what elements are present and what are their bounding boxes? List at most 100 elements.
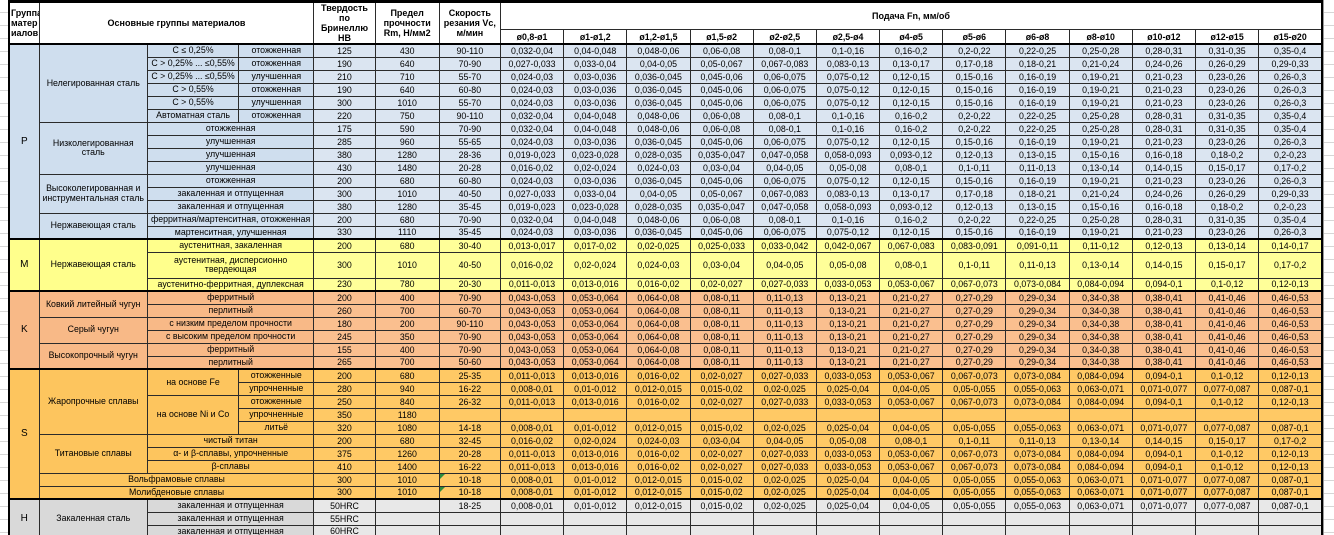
feed-value-cell[interactable]: 0,08-0,11 — [689, 303, 754, 318]
feed-value-cell[interactable]: 0,016-0,02 — [499, 160, 565, 175]
feed-value-cell[interactable]: 0,048-0,06 — [626, 108, 691, 123]
feed-value-cell[interactable]: 0,087-0,1 — [1258, 472, 1323, 487]
strength-cell[interactable]: 750 — [374, 108, 440, 123]
feed-value-cell[interactable]: 0,1-0,12 — [1194, 459, 1260, 474]
feed-value-cell[interactable]: 0,1-0,12 — [1194, 446, 1260, 461]
strength-cell[interactable]: 640 — [374, 82, 440, 97]
feed-value-cell[interactable] — [879, 524, 944, 535]
feed-value-cell[interactable]: 0,2-0,22 — [942, 43, 1007, 58]
feed-value-cell[interactable]: 0,013-0,016 — [563, 459, 628, 474]
feed-value-cell[interactable]: 0,015-0,02 — [689, 381, 754, 396]
feed-value-cell[interactable]: 0,27-0,29 — [942, 290, 1007, 305]
feed-value-cell[interactable]: 0,29-0,34 — [1005, 355, 1070, 370]
material-label-cell[interactable]: Ковкий литейный чугун — [38, 290, 148, 318]
cutting-speed-cell[interactable]: 16-22 — [438, 381, 501, 396]
feed-value-cell[interactable]: 0,045-0,06 — [689, 134, 754, 149]
feed-value-cell[interactable]: 0,077-0,087 — [1194, 485, 1260, 500]
feed-value-cell[interactable]: 0,41-0,46 — [1194, 355, 1260, 370]
feed-value-cell[interactable]: 0,045-0,06 — [689, 225, 754, 240]
hardness-cell[interactable]: 200 — [313, 173, 376, 188]
feed-value-cell[interactable]: 0,12-0,13 — [1258, 368, 1323, 383]
feed-value-cell[interactable]: 0,29-0,34 — [1005, 303, 1070, 318]
strength-cell[interactable]: 640 — [374, 56, 440, 71]
feed-diameter-header[interactable]: ø5-ø6 — [942, 29, 1007, 45]
feed-value-cell[interactable]: 0,12-0,13 — [1258, 446, 1323, 461]
feed-value-cell[interactable]: 0,053-0,067 — [879, 368, 944, 383]
feed-value-cell[interactable]: 0,008-0,01 — [499, 498, 565, 513]
feed-diameter-header[interactable]: ø2-ø2,5 — [752, 29, 817, 45]
feed-value-cell[interactable]: 0,084-0,094 — [1068, 277, 1133, 292]
feed-value-cell[interactable]: 0,083-0,13 — [815, 56, 881, 71]
feed-value-cell[interactable]: 0,11-0,13 — [752, 329, 817, 344]
material-label-cell[interactable]: на основе Fe — [146, 368, 240, 396]
feed-value-cell[interactable]: 0,02-0,027 — [689, 459, 754, 474]
feed-value-cell[interactable]: 0,087-0,1 — [1258, 381, 1323, 396]
material-group-cell[interactable]: S — [8, 368, 40, 500]
feed-value-cell[interactable]: 0,058-0,093 — [815, 199, 881, 214]
feed-value-cell[interactable]: 0,18-0,21 — [1005, 186, 1070, 201]
feed-value-cell[interactable]: 0,093-0,12 — [879, 199, 944, 214]
cutting-speed-cell[interactable]: 55-70 — [438, 95, 501, 110]
hardness-cell[interactable]: 280 — [313, 381, 376, 396]
hardness-cell[interactable]: 375 — [313, 446, 376, 461]
feed-value-cell[interactable]: 0,067-0,073 — [942, 394, 1007, 409]
feed-value-cell[interactable]: 0,053-0,064 — [563, 329, 628, 344]
feed-value-cell[interactable]: 0,064-0,08 — [626, 303, 691, 318]
feed-value-cell[interactable]: 0,15-0,16 — [1068, 147, 1133, 162]
feed-value-cell[interactable]: 0,05-0,067 — [689, 186, 754, 201]
feed-diameter-header[interactable]: ø15-ø20 — [1258, 29, 1323, 45]
feed-value-cell[interactable]: 0,036-0,045 — [626, 225, 691, 240]
feed-value-cell[interactable]: 0,46-0,53 — [1258, 316, 1323, 331]
feed-value-cell[interactable]: 0,06-0,075 — [752, 82, 817, 97]
feed-value-cell[interactable]: 0,31-0,35 — [1194, 43, 1260, 58]
feed-value-cell[interactable]: 0,15-0,17 — [1194, 251, 1260, 279]
feed-value-cell[interactable]: 0,15-0,16 — [1068, 199, 1133, 214]
feed-value-cell[interactable]: 0,21-0,24 — [1068, 56, 1133, 71]
feed-value-cell[interactable]: 0,047-0,058 — [752, 199, 817, 214]
feed-value-cell[interactable] — [689, 524, 754, 535]
hardness-cell[interactable]: 380 — [313, 147, 376, 162]
hardness-cell[interactable]: 300 — [313, 251, 376, 279]
cutting-speed-cell[interactable]: 55-70 — [438, 69, 501, 84]
feed-value-cell[interactable]: 0,053-0,067 — [879, 459, 944, 474]
feed-value-cell[interactable]: 0,015-0,02 — [689, 485, 754, 500]
feed-value-cell[interactable] — [1258, 511, 1323, 526]
feed-value-cell[interactable] — [689, 407, 754, 422]
feed-value-cell[interactable]: 0,16-0,19 — [1005, 82, 1070, 97]
feed-value-cell[interactable]: 0,024-0,03 — [626, 433, 691, 448]
hardness-column-header[interactable]: Твердость по Бринеллю HB — [313, 1, 376, 45]
feed-value-cell[interactable]: 0,071-0,077 — [1131, 420, 1197, 435]
strength-cell[interactable]: 680 — [374, 368, 440, 383]
strength-cell[interactable]: 430 — [374, 43, 440, 58]
material-label-cell[interactable]: C ≤ 0,25% — [146, 43, 240, 58]
feed-value-cell[interactable]: 0,043-0,053 — [499, 303, 565, 318]
feed-value-cell[interactable]: 0,08-0,1 — [879, 160, 944, 175]
feed-value-cell[interactable]: 0,08-0,1 — [752, 43, 817, 58]
strength-cell[interactable]: 840 — [374, 394, 440, 409]
feed-value-cell[interactable]: 0,13-0,21 — [815, 303, 881, 318]
feed-value-cell[interactable]: 0,045-0,06 — [689, 69, 754, 84]
material-label-cell[interactable]: упрочненные — [238, 381, 315, 396]
feed-value-cell[interactable] — [563, 407, 628, 422]
feed-value-cell[interactable]: 0,05-0,067 — [689, 56, 754, 71]
material-label-cell[interactable]: Нержавеющая сталь — [38, 212, 148, 240]
feed-value-cell[interactable]: 0,075-0,12 — [815, 82, 881, 97]
feed-value-cell[interactable]: 0,011-0,013 — [499, 446, 565, 461]
strength-cell[interactable]: 1280 — [374, 147, 440, 162]
cutting-speed-cell[interactable]: 40-50 — [438, 186, 501, 201]
feed-value-cell[interactable]: 0,12-0,13 — [1258, 277, 1323, 292]
material-label-cell[interactable]: закаленная и отпущенная — [146, 498, 315, 513]
material-label-cell[interactable]: улучшенная — [146, 147, 315, 162]
feed-value-cell[interactable]: 0,025-0,033 — [689, 238, 754, 253]
feed-value-cell[interactable]: 0,12-0,15 — [879, 69, 944, 84]
feed-value-cell[interactable]: 0,18-0,2 — [1194, 147, 1260, 162]
hardness-cell[interactable]: 220 — [313, 108, 376, 123]
feed-value-cell[interactable]: 0,075-0,12 — [815, 173, 881, 188]
cutting-speed-cell[interactable]: 70-90 — [438, 329, 501, 344]
feed-value-cell[interactable]: 0,34-0,38 — [1068, 355, 1133, 370]
feed-value-cell[interactable]: 0,13-0,15 — [1005, 199, 1070, 214]
material-label-cell[interactable]: аустенитная, закаленная — [146, 238, 315, 253]
feed-value-cell[interactable]: 0,055-0,063 — [1005, 472, 1070, 487]
feed-value-cell[interactable] — [815, 407, 881, 422]
feed-value-cell[interactable] — [1258, 524, 1323, 535]
